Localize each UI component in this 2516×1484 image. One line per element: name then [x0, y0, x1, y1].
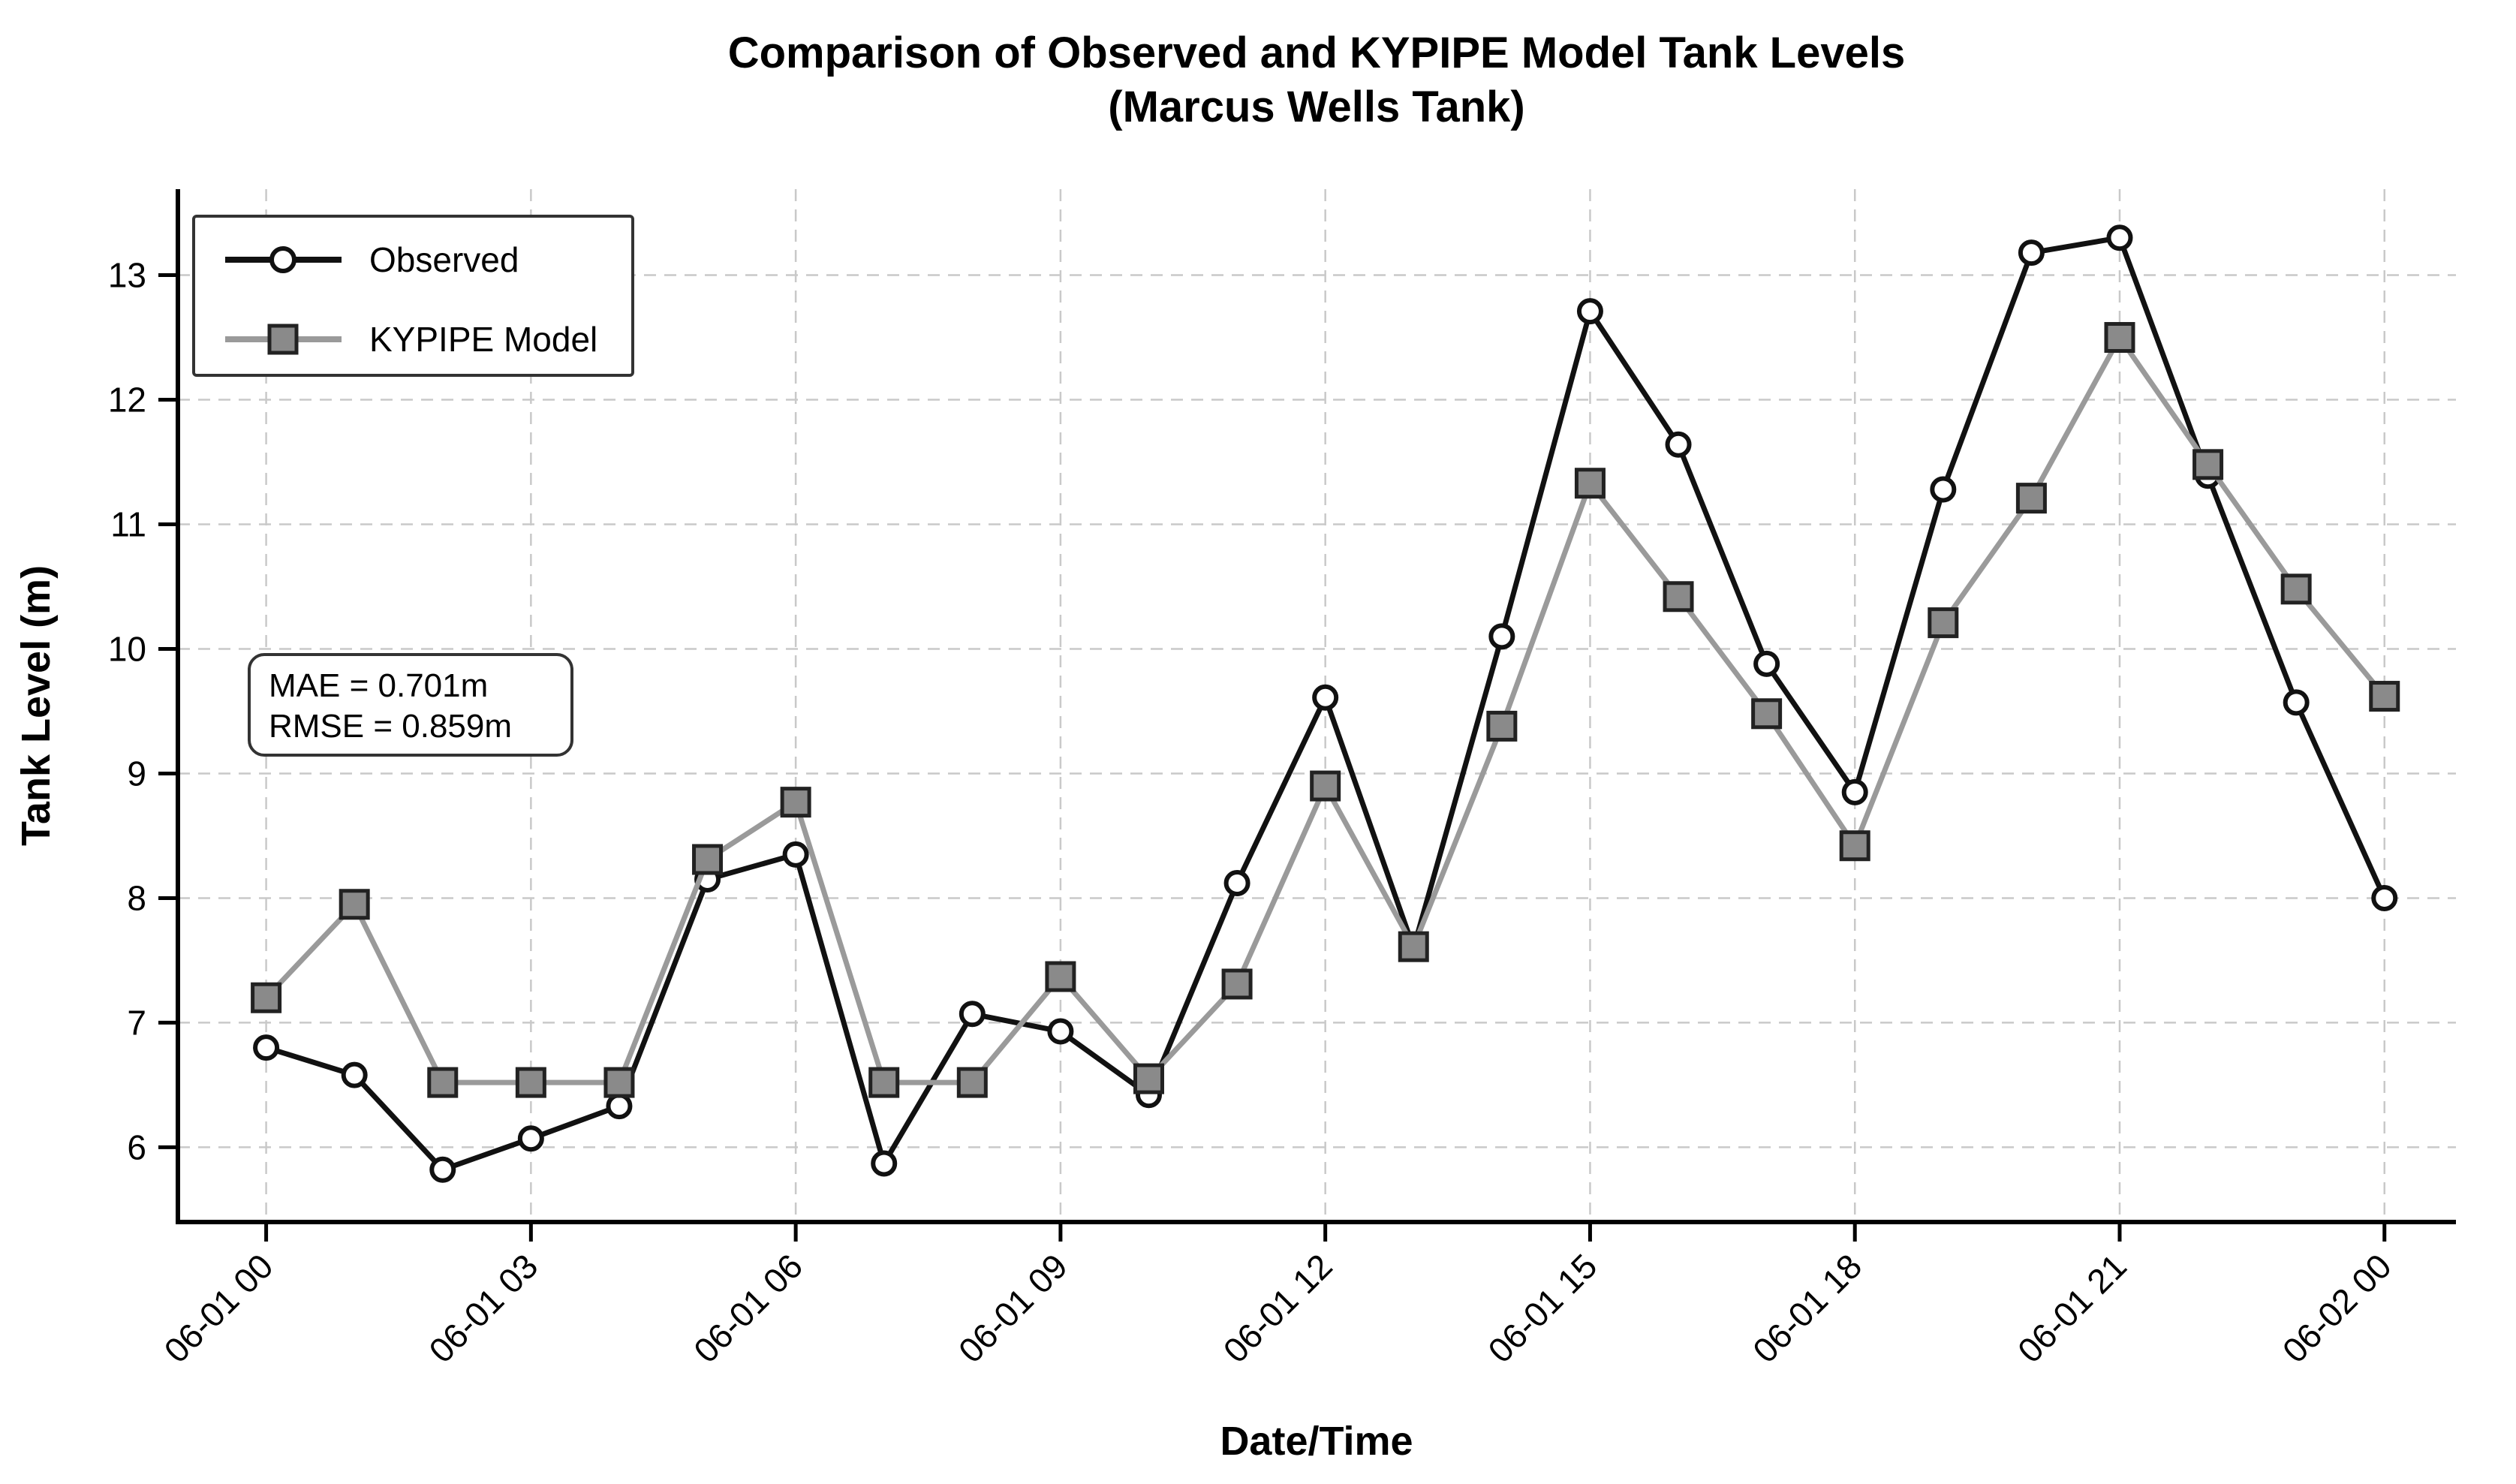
observed-data-point	[1488, 623, 1515, 650]
x-tick-label: 06-01 09	[951, 1246, 1075, 1370]
observed-data-point	[1841, 778, 1868, 805]
kypipe-data-point	[251, 982, 282, 1013]
legend-observed-label: Observed	[369, 240, 519, 279]
y-tick-label: 13	[108, 256, 146, 295]
x-tick-label: 06-01 21	[2010, 1246, 2134, 1370]
kypipe-data-point	[2015, 483, 2047, 514]
kypipe-data-point	[956, 1067, 988, 1098]
kypipe-data-point	[692, 844, 724, 875]
kypipe-data-point	[1663, 581, 1694, 613]
chart-title: Comparison of Observed and KYPIPE Model …	[728, 29, 1906, 77]
observed-data-point	[1047, 1018, 1074, 1045]
error-metrics-annotation: MAE = 0.701m RMSE = 0.859m	[248, 653, 573, 757]
kypipe-data-point	[2280, 573, 2312, 605]
kypipe-data-point	[1486, 710, 1518, 742]
observed-data-point	[1753, 650, 1780, 677]
kypipe-data-point	[1310, 770, 1341, 802]
kypipe-data-point	[780, 787, 811, 818]
kypipe-data-point	[2104, 322, 2135, 354]
kypipe-data-point	[427, 1067, 459, 1098]
observed-data-point	[959, 1001, 986, 1028]
kypipe-data-point	[1045, 961, 1076, 992]
kypipe-data-point	[868, 1067, 900, 1098]
y-tick-label: 10	[108, 629, 146, 668]
y-tick-label: 12	[108, 381, 146, 420]
kypipe-data-point	[1751, 698, 1783, 730]
x-tick-label: 06-01 18	[1745, 1246, 1869, 1370]
observed-data-point	[2018, 239, 2045, 266]
error-metrics-box	[248, 653, 573, 757]
kypipe-data-point	[515, 1067, 546, 1098]
mae-value: MAE = 0.701m	[269, 667, 488, 704]
kypipe-data-point	[1133, 1063, 1164, 1094]
rmse-value: RMSE = 0.859m	[269, 708, 512, 745]
kypipe-data-point	[1928, 607, 1959, 639]
y-tick-label: 8	[127, 878, 146, 917]
y-axis-label: Tank Level (m)	[14, 565, 59, 846]
observed-data-point	[606, 1093, 633, 1120]
kypipe-data-point	[2192, 449, 2224, 480]
x-tick-label: 06-02 00	[2275, 1246, 2399, 1370]
legend-item-observed: Observed	[225, 240, 519, 279]
x-axis-label: Date/Time	[1220, 1419, 1413, 1464]
axis-ticks: 6 7 8 9 10 11 12 13 06-01 00 06-01 03 06-01 06 06-0…	[108, 256, 2399, 1371]
kypipe-square-marker-icon	[267, 324, 299, 355]
legend-box	[192, 215, 634, 377]
x-tick-label: 06-01 03	[421, 1246, 545, 1370]
kypipe-data-point	[1574, 468, 1606, 499]
x-tick-label: 06-01 00	[156, 1246, 280, 1370]
kypipe-data-point	[603, 1067, 635, 1098]
legend: Observed KYPIPE Model	[192, 215, 634, 377]
series-circle	[253, 224, 2398, 1183]
observed-data-point	[2106, 224, 2133, 251]
kypipe-data-point	[339, 889, 370, 920]
observed-data-point	[871, 1150, 898, 1177]
observed-data-point	[782, 841, 809, 868]
x-tick-label: 06-01 12	[1216, 1246, 1340, 1370]
observed-data-point	[2371, 884, 2398, 911]
legend-item-kypipe: KYPIPE Model	[225, 320, 597, 359]
y-tick-label: 11	[110, 504, 146, 543]
x-tick-label: 06-01 06	[686, 1246, 810, 1370]
observed-data-point	[429, 1156, 456, 1183]
observed-data-point	[1930, 476, 1957, 503]
y-tick-label: 6	[127, 1127, 146, 1166]
observed-data-point	[1665, 431, 1692, 458]
observed-data-point	[253, 1034, 280, 1061]
kypipe-data-point	[1398, 931, 1429, 962]
legend-kypipe-label: KYPIPE Model	[369, 320, 597, 359]
x-tick-label: 06-01 15	[1480, 1246, 1604, 1370]
y-tick-label: 9	[127, 754, 146, 793]
series-square	[251, 322, 2400, 1098]
observed-circle-marker-icon	[269, 246, 296, 273]
kypipe-data-point	[2369, 681, 2400, 712]
y-tick-label: 7	[127, 1003, 146, 1042]
kypipe-data-point	[1221, 968, 1253, 1000]
kypipe-data-point	[1839, 830, 1870, 862]
observed-data-point	[341, 1061, 368, 1088]
chart-subtitle: (Marcus Wells Tank)	[1108, 83, 1524, 131]
observed-data-point	[1576, 298, 1603, 325]
observed-data-point	[1223, 870, 1250, 897]
observed-data-point	[2283, 689, 2310, 716]
observed-data-point	[1312, 684, 1339, 711]
data-series	[251, 224, 2400, 1183]
observed-data-point	[517, 1125, 544, 1152]
